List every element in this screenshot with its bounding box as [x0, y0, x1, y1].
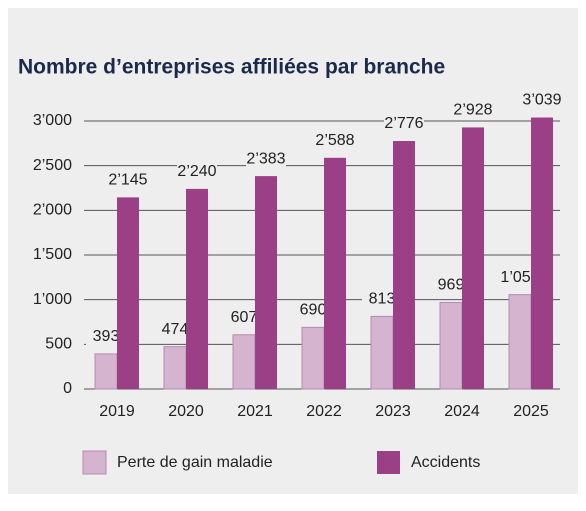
legend-label: Accidents: [411, 454, 480, 471]
value-label-bg: [177, 162, 217, 181]
value-label-bg: [431, 276, 471, 295]
bar: [393, 141, 415, 389]
value-label: 2’383: [246, 150, 285, 167]
value-label-bg: [224, 308, 264, 327]
bar: [531, 117, 553, 390]
value-label: 474: [162, 321, 189, 338]
value-label-bg: [453, 101, 493, 120]
bar: [117, 197, 139, 389]
value-label: 393: [93, 328, 120, 345]
value-label-bg: [315, 131, 355, 150]
y-tick-label: 0: [63, 380, 72, 397]
legend-swatch: [377, 451, 400, 474]
chart-title: Nombre d’entreprises affiliées par branc…: [18, 56, 445, 79]
legend-label: Perte de gain maladie: [117, 454, 273, 471]
value-label-bg: [500, 268, 540, 287]
value-label-bg: [384, 115, 424, 134]
value-label-bg: [86, 327, 126, 346]
value-label-bg: [108, 171, 148, 190]
value-label: 2’928: [453, 102, 492, 119]
x-tick-label: 2019: [99, 403, 135, 420]
value-label: 2’776: [384, 115, 423, 132]
value-label: 1’056: [500, 269, 539, 286]
value-label-bg: [362, 290, 402, 309]
value-label-bg: [293, 301, 333, 320]
x-tick-label: 2021: [237, 403, 273, 420]
bar: [324, 157, 346, 389]
bar: [370, 315, 394, 390]
y-tick-label: 1’500: [33, 246, 72, 263]
bar: [508, 294, 532, 390]
value-label-bg: [522, 91, 562, 110]
value-label: 690: [300, 302, 327, 319]
y-tick-label: 500: [45, 336, 72, 353]
x-tick-label: 2020: [168, 403, 204, 420]
x-tick-label: 2025: [513, 403, 549, 420]
value-label-bg: [246, 150, 286, 169]
y-tick-label: 2’000: [33, 202, 72, 219]
x-tick-label: 2024: [444, 403, 480, 420]
value-label: 813: [369, 291, 396, 308]
bar: [255, 176, 277, 389]
bar: [462, 127, 484, 389]
bar: [186, 188, 208, 389]
y-tick-label: 1’000: [33, 291, 72, 308]
legend-swatch: [82, 450, 107, 475]
value-label: 3’039: [522, 92, 561, 109]
value-label: 607: [231, 309, 258, 326]
bar: [163, 346, 187, 390]
value-label: 2’588: [315, 132, 354, 149]
y-tick-label: 3’000: [33, 112, 72, 129]
value-label: 2’145: [108, 172, 147, 189]
bar: [232, 334, 256, 390]
value-label-bg: [155, 320, 195, 339]
x-tick-label: 2023: [375, 403, 411, 420]
bar: [94, 353, 118, 390]
bar: [301, 326, 325, 390]
y-tick-label: 2’500: [33, 157, 72, 174]
value-label: 2’240: [177, 163, 216, 180]
bar: [439, 301, 463, 390]
x-tick-label: 2022: [306, 403, 342, 420]
value-label: 969: [438, 277, 465, 294]
panel: [8, 8, 578, 494]
